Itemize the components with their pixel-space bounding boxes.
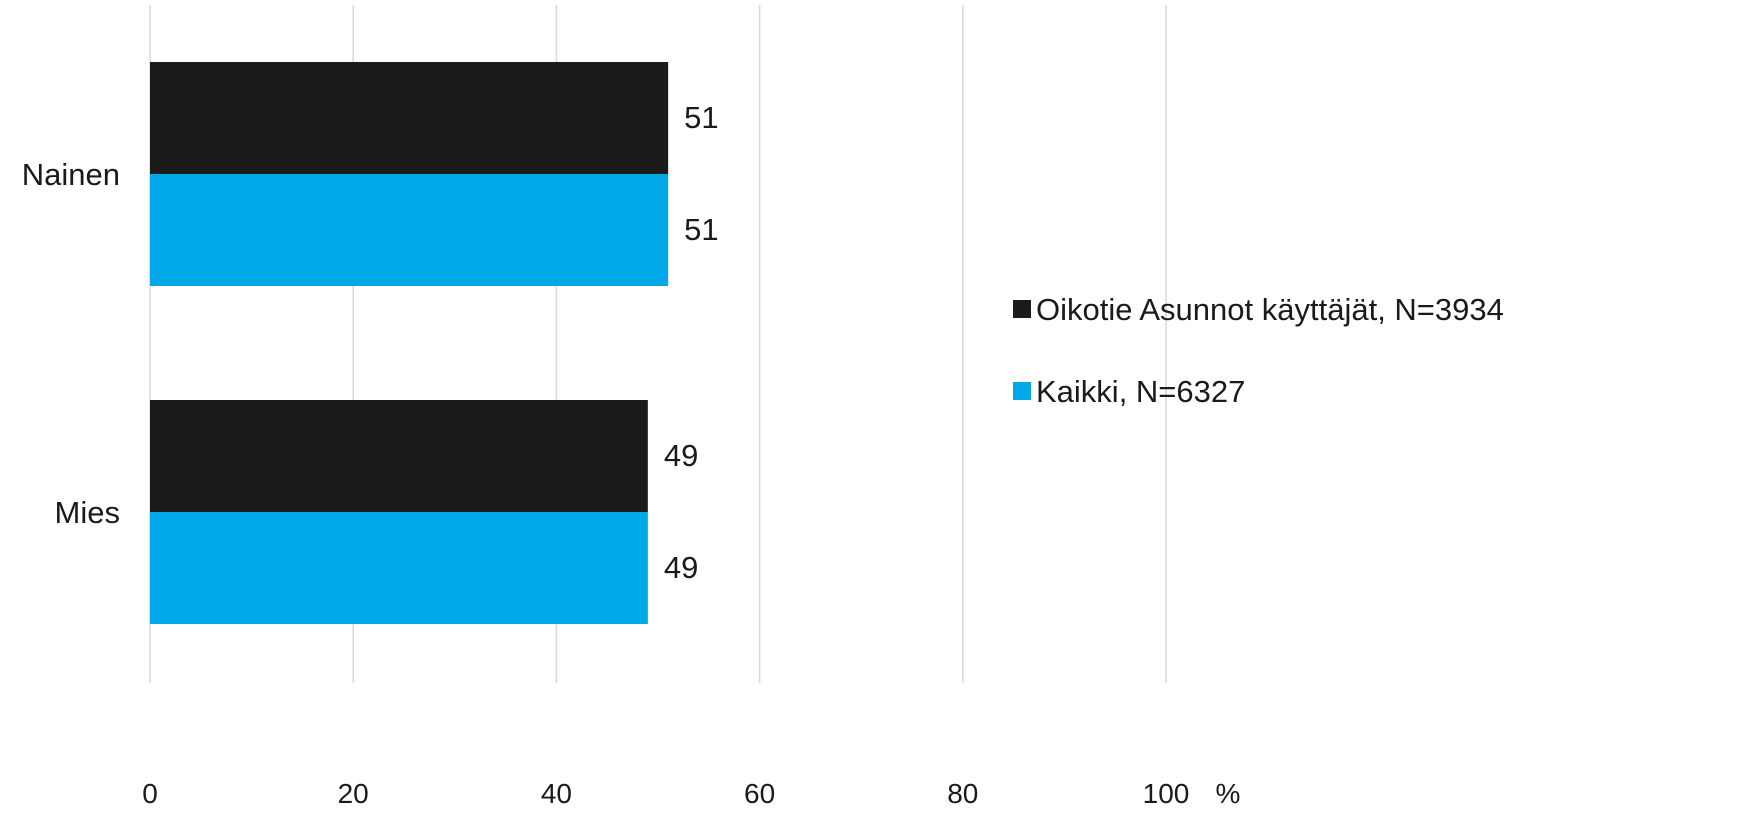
legend-swatch xyxy=(1013,382,1031,400)
data-label: 49 xyxy=(664,438,698,473)
x-tick-label: 100 xyxy=(1143,778,1190,809)
category-labels: Nainen Mies xyxy=(22,157,120,530)
bar xyxy=(150,62,669,174)
data-label: 51 xyxy=(684,100,718,135)
legend-label: Kaikki, N=6327 xyxy=(1036,374,1245,409)
x-tick-label: 40 xyxy=(541,778,572,809)
bar xyxy=(150,512,648,624)
legend-label: Oikotie Asunnot käyttäjät, N=3934 xyxy=(1036,292,1504,327)
x-tick-label: 80 xyxy=(947,778,978,809)
data-label: 51 xyxy=(684,212,718,247)
bars xyxy=(150,62,669,624)
bar xyxy=(150,174,669,286)
legend-swatch xyxy=(1013,300,1031,318)
category-label: Mies xyxy=(55,495,120,530)
x-axis-unit: % xyxy=(1216,778,1241,809)
x-axis-ticks: % 0 20 40 60 80 100 xyxy=(142,778,1240,809)
category-label: Nainen xyxy=(22,157,120,192)
data-label: 49 xyxy=(664,550,698,585)
data-labels: 51 51 49 49 xyxy=(664,100,719,585)
x-tick-label: 0 xyxy=(142,778,158,809)
x-tick-label: 60 xyxy=(744,778,775,809)
legend: Oikotie Asunnot käyttäjät, N=3934 Kaikki,… xyxy=(1013,292,1504,409)
bar xyxy=(150,400,648,512)
x-tick-label: 20 xyxy=(338,778,369,809)
